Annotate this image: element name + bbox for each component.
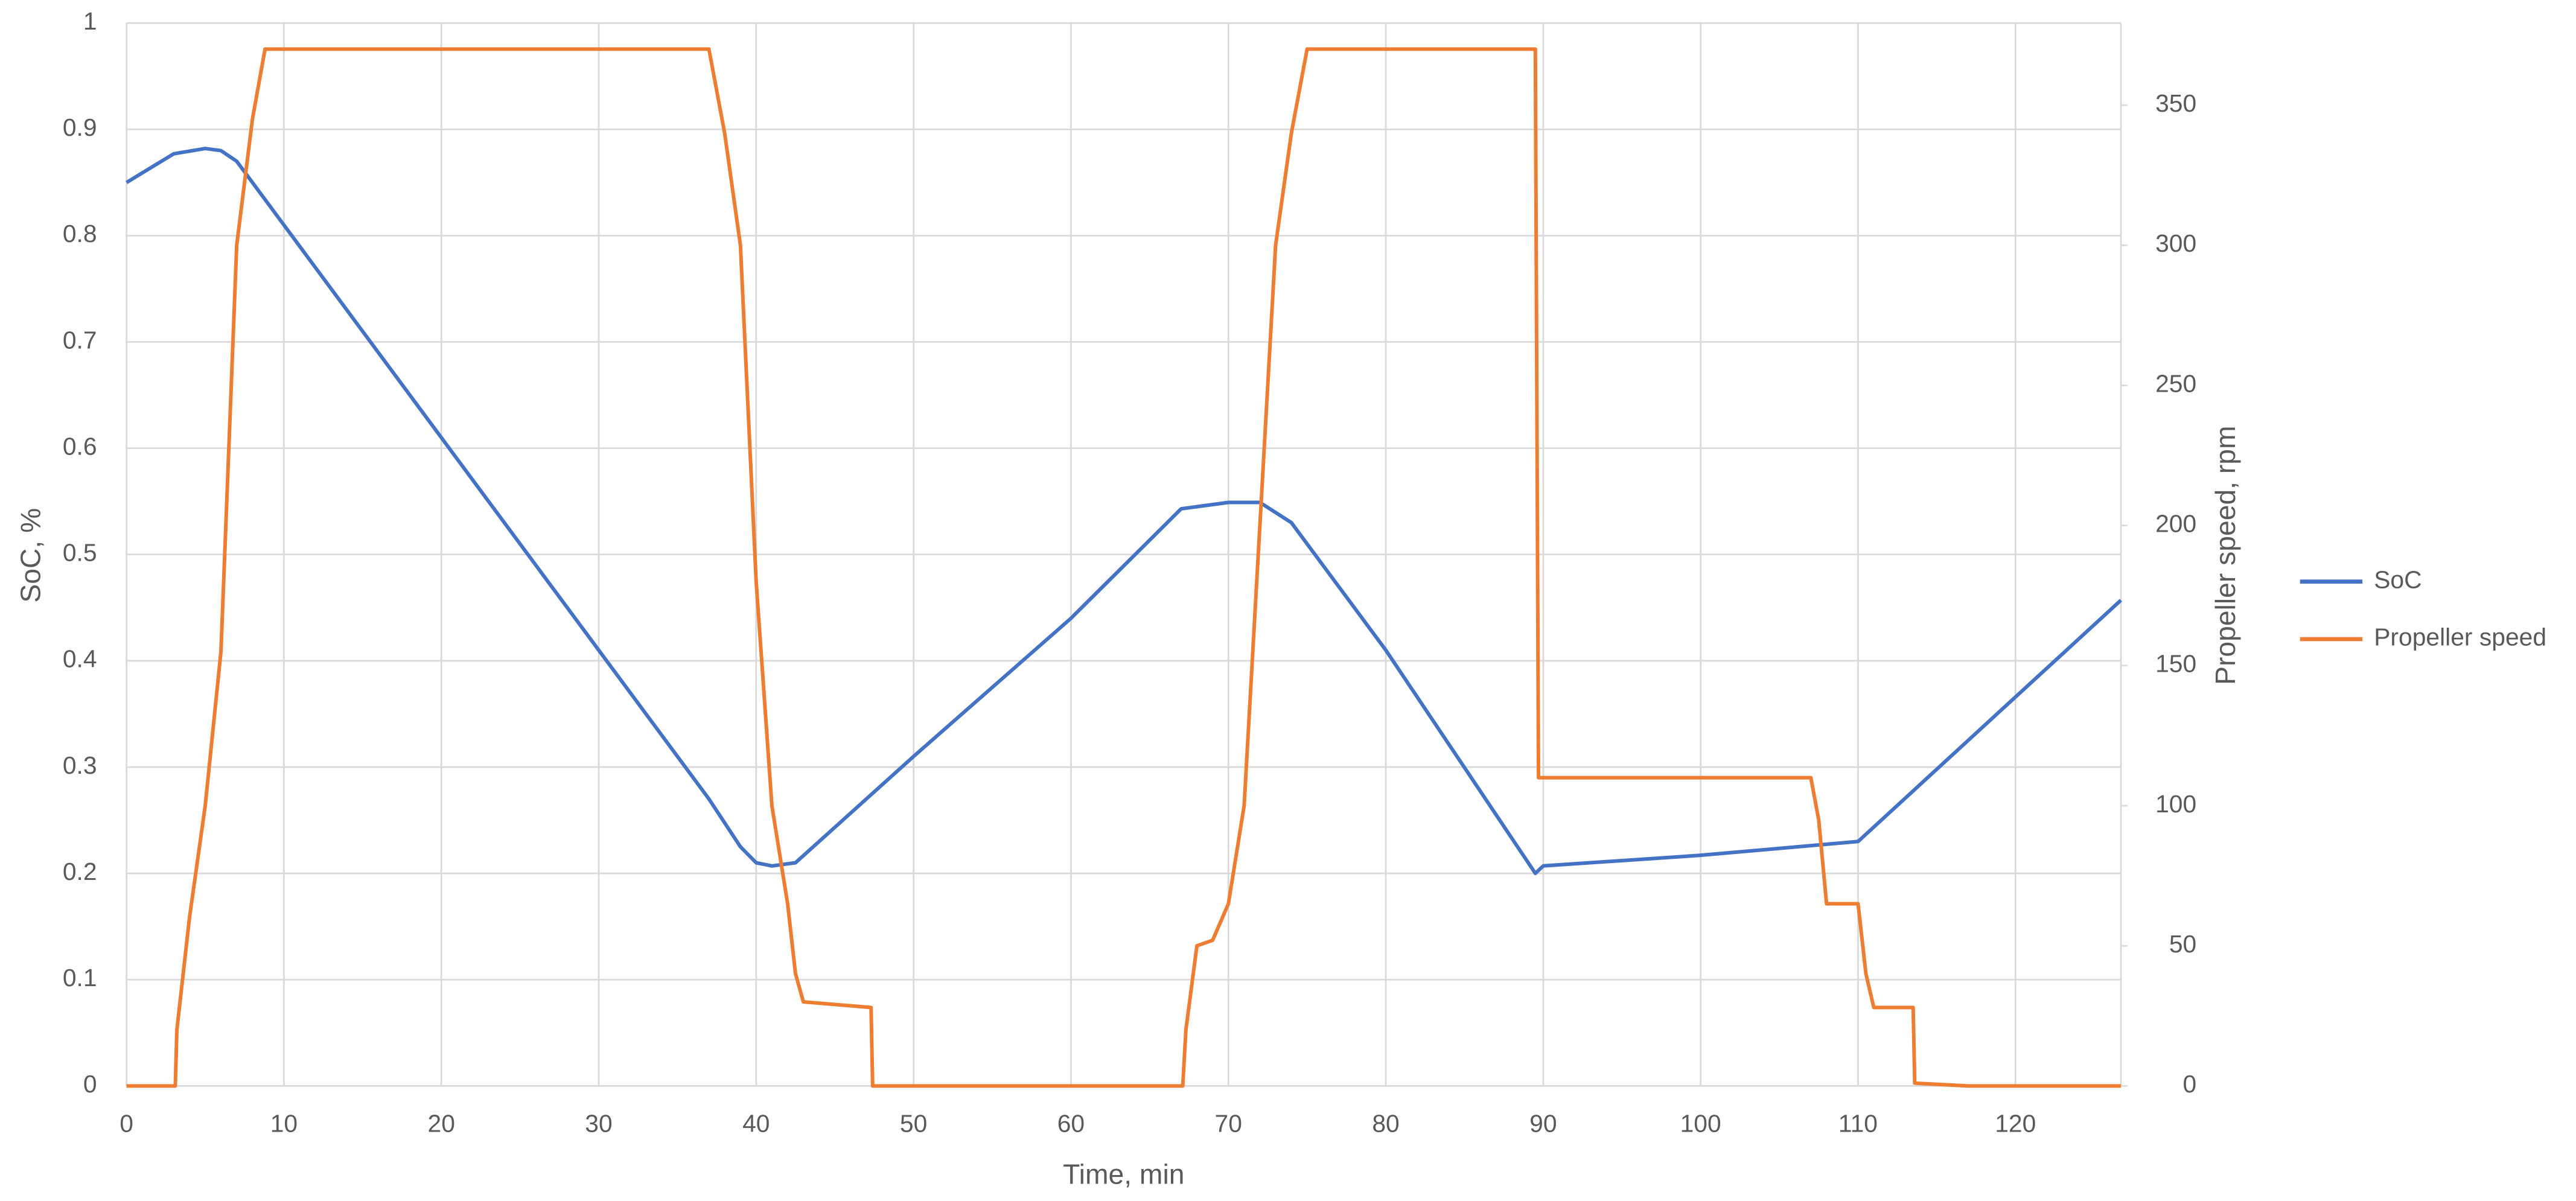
- x-tick-label: 30: [585, 1109, 612, 1137]
- y2-tick-label: 300: [2155, 229, 2196, 257]
- series-line: [126, 147, 2123, 876]
- x-tick-label: 110: [1838, 1109, 1878, 1137]
- y-tick-label: 0.7: [63, 326, 97, 354]
- y-tick-label: 0.6: [63, 432, 97, 460]
- x-tick-label: 0: [120, 1109, 133, 1137]
- y-tick-label: 0.9: [63, 113, 97, 141]
- y-tick-label: 0.2: [63, 858, 97, 885]
- x-tick-label: 70: [1215, 1109, 1242, 1137]
- y-axis-label: SoC, %: [15, 508, 46, 603]
- x-tick-label: 90: [1529, 1109, 1557, 1137]
- x-tick-label: 10: [270, 1109, 298, 1137]
- y-tick-label: 0.8: [63, 220, 97, 247]
- y-tick-label: 1: [83, 7, 97, 35]
- x-tick-label: 50: [900, 1109, 927, 1137]
- x-tick-label: 20: [428, 1109, 455, 1137]
- y-tick-label: 0.3: [63, 751, 97, 779]
- x-tick-label: 80: [1372, 1109, 1399, 1137]
- series-line: [126, 47, 2122, 1088]
- y2-tick-label: 250: [2155, 369, 2196, 397]
- y2-tick-label: 350: [2155, 89, 2196, 117]
- y2-tick-label: 200: [2155, 510, 2196, 538]
- x-tick-label: 100: [1680, 1109, 1721, 1137]
- y-tick-label: 0: [83, 1070, 97, 1098]
- x-tick-label: 120: [1995, 1109, 2036, 1137]
- y2-tick-label: 150: [2155, 650, 2196, 678]
- y2-tick-label: 100: [2155, 790, 2196, 818]
- y-tick-label: 0.5: [63, 539, 97, 567]
- y-tick-label: 0.4: [63, 645, 97, 673]
- x-tick-label: 60: [1057, 1109, 1085, 1137]
- x-axis-label: Time, min: [1063, 1158, 1184, 1190]
- y2-axis-label: Propeller speed, rpm: [2210, 425, 2241, 684]
- y-tick-label: 0.1: [63, 964, 97, 992]
- y2-tick-label: 50: [2169, 930, 2196, 958]
- legend-label: Propeller speed: [2374, 623, 2546, 651]
- y2-tick-label: 0: [2183, 1070, 2197, 1098]
- x-tick-label: 40: [742, 1109, 770, 1137]
- legend-label: SoC: [2374, 565, 2421, 593]
